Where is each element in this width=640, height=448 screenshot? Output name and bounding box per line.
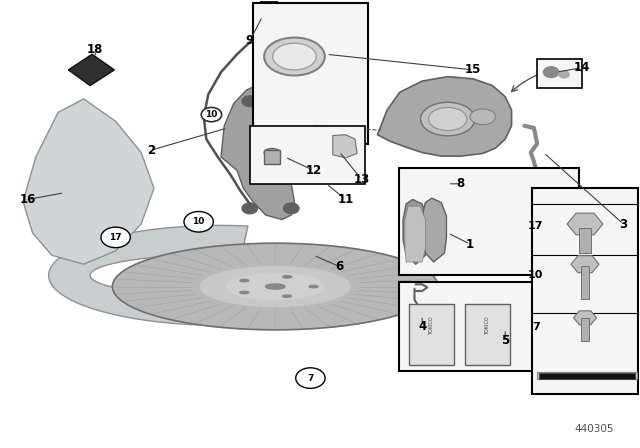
Ellipse shape	[266, 284, 285, 289]
Text: 17: 17	[528, 221, 543, 231]
FancyBboxPatch shape	[579, 228, 591, 253]
Ellipse shape	[273, 43, 316, 70]
Text: 13: 13	[353, 173, 370, 186]
FancyBboxPatch shape	[409, 304, 454, 365]
Ellipse shape	[113, 243, 438, 330]
Circle shape	[559, 71, 569, 78]
FancyBboxPatch shape	[580, 266, 589, 299]
Ellipse shape	[283, 295, 292, 297]
Circle shape	[201, 108, 221, 122]
Circle shape	[284, 203, 299, 214]
Text: 9: 9	[246, 34, 254, 47]
FancyBboxPatch shape	[580, 318, 589, 341]
FancyBboxPatch shape	[264, 151, 280, 164]
Circle shape	[296, 368, 325, 388]
Text: 8: 8	[456, 177, 465, 190]
FancyBboxPatch shape	[260, 1, 276, 10]
Text: 15: 15	[465, 64, 481, 77]
Circle shape	[242, 96, 257, 107]
Text: TOKICO: TOKICO	[486, 317, 490, 335]
Text: 10: 10	[205, 110, 218, 119]
Ellipse shape	[264, 149, 280, 156]
FancyBboxPatch shape	[399, 282, 579, 371]
FancyBboxPatch shape	[532, 188, 638, 394]
Polygon shape	[23, 99, 154, 264]
Text: 17: 17	[109, 233, 122, 242]
Polygon shape	[378, 77, 511, 156]
Text: 11: 11	[337, 193, 354, 206]
Ellipse shape	[227, 274, 324, 300]
Polygon shape	[333, 135, 357, 158]
Ellipse shape	[240, 280, 249, 282]
Text: 18: 18	[87, 43, 104, 56]
Text: 7: 7	[307, 374, 314, 383]
FancyBboxPatch shape	[250, 126, 365, 184]
Polygon shape	[422, 198, 447, 262]
Text: 12: 12	[305, 164, 322, 177]
Text: 7: 7	[532, 322, 540, 332]
Polygon shape	[405, 206, 426, 262]
Text: 14: 14	[573, 61, 590, 74]
Polygon shape	[49, 225, 385, 325]
Text: 1: 1	[466, 237, 474, 250]
Ellipse shape	[283, 276, 292, 278]
FancyBboxPatch shape	[465, 304, 510, 365]
FancyBboxPatch shape	[537, 59, 582, 88]
Text: 4: 4	[418, 320, 426, 333]
Polygon shape	[403, 199, 428, 264]
FancyBboxPatch shape	[399, 168, 579, 276]
Ellipse shape	[240, 291, 249, 294]
Text: 3: 3	[620, 217, 627, 231]
Text: 2: 2	[147, 144, 155, 157]
Circle shape	[101, 227, 131, 248]
Ellipse shape	[309, 285, 318, 288]
Polygon shape	[537, 372, 637, 379]
Text: 440305: 440305	[574, 424, 614, 435]
Text: TOKICO: TOKICO	[429, 317, 435, 335]
FancyBboxPatch shape	[539, 373, 636, 379]
Circle shape	[242, 203, 257, 214]
Polygon shape	[221, 77, 304, 220]
Text: 6: 6	[335, 260, 343, 273]
Ellipse shape	[429, 108, 467, 131]
FancyBboxPatch shape	[253, 3, 368, 144]
Text: 5: 5	[501, 334, 509, 347]
Circle shape	[543, 67, 559, 78]
Text: 10: 10	[528, 270, 543, 280]
Text: 10: 10	[193, 217, 205, 226]
Ellipse shape	[420, 102, 475, 136]
Text: 16: 16	[19, 193, 36, 206]
Ellipse shape	[470, 109, 495, 125]
Ellipse shape	[200, 267, 350, 306]
Ellipse shape	[264, 38, 324, 76]
Circle shape	[184, 211, 213, 232]
Polygon shape	[68, 54, 115, 86]
Circle shape	[284, 96, 299, 107]
